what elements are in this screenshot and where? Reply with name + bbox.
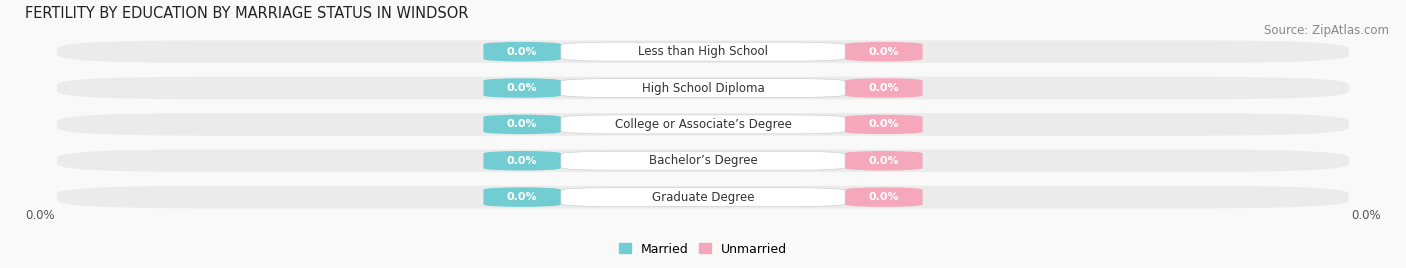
FancyBboxPatch shape [484,115,561,134]
Text: 0.0%: 0.0% [869,119,898,129]
FancyBboxPatch shape [845,42,922,61]
FancyBboxPatch shape [58,186,1348,209]
FancyBboxPatch shape [561,115,845,134]
Text: 0.0%: 0.0% [869,47,898,57]
FancyBboxPatch shape [561,151,845,170]
FancyBboxPatch shape [484,187,561,207]
Text: 0.0%: 0.0% [508,47,537,57]
FancyBboxPatch shape [484,151,561,170]
FancyBboxPatch shape [484,42,561,61]
Text: 0.0%: 0.0% [869,192,898,202]
FancyBboxPatch shape [58,150,1348,172]
Text: 0.0%: 0.0% [508,192,537,202]
Text: College or Associate’s Degree: College or Associate’s Degree [614,118,792,131]
Text: 0.0%: 0.0% [508,119,537,129]
Text: 0.0%: 0.0% [508,156,537,166]
FancyBboxPatch shape [845,115,922,134]
Text: 0.0%: 0.0% [508,83,537,93]
FancyBboxPatch shape [845,187,922,207]
Text: 0.0%: 0.0% [1351,209,1381,222]
Text: Less than High School: Less than High School [638,45,768,58]
FancyBboxPatch shape [845,78,922,98]
FancyBboxPatch shape [845,151,922,170]
FancyBboxPatch shape [561,188,845,207]
FancyBboxPatch shape [561,42,845,61]
Text: 0.0%: 0.0% [869,83,898,93]
FancyBboxPatch shape [58,77,1348,99]
FancyBboxPatch shape [561,79,845,98]
Text: Source: ZipAtlas.com: Source: ZipAtlas.com [1264,24,1389,37]
Text: Bachelor’s Degree: Bachelor’s Degree [648,154,758,167]
Text: Graduate Degree: Graduate Degree [652,191,754,204]
Text: FERTILITY BY EDUCATION BY MARRIAGE STATUS IN WINDSOR: FERTILITY BY EDUCATION BY MARRIAGE STATU… [25,6,468,21]
Text: High School Diploma: High School Diploma [641,81,765,95]
Text: 0.0%: 0.0% [869,156,898,166]
Legend: Married, Unmarried: Married, Unmarried [613,237,793,260]
Text: 0.0%: 0.0% [25,209,55,222]
FancyBboxPatch shape [484,78,561,98]
FancyBboxPatch shape [58,40,1348,63]
FancyBboxPatch shape [58,113,1348,136]
